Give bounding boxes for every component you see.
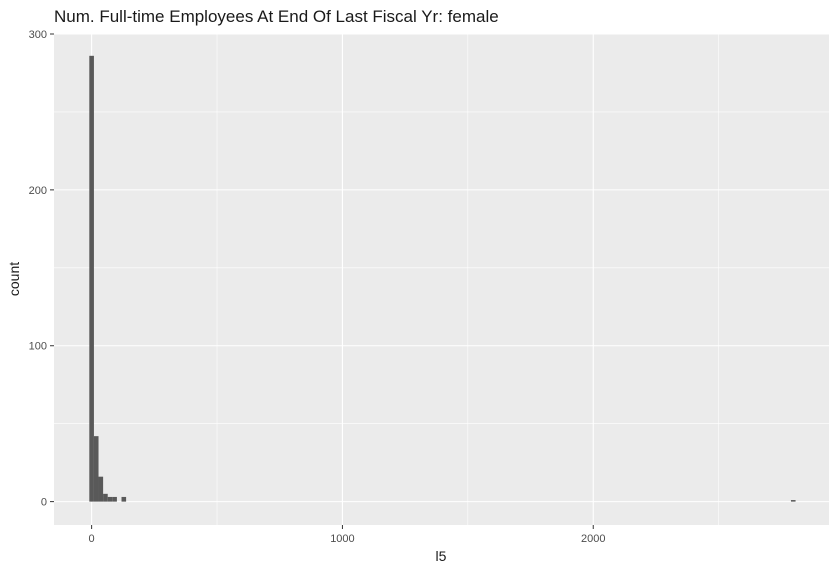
x-tick-label: 1000 [330,533,354,545]
histogram-bar [107,496,113,502]
x-axis-ticks: 0 1000 2000 [89,525,605,545]
histogram-bar [112,496,117,502]
x-tick-label: 2000 [581,533,605,545]
y-axis-title: count [6,262,22,296]
histogram-bar [89,55,94,502]
x-axis-title: l5 [436,548,447,564]
histogram-bars [89,55,796,502]
chart-title: Num. Full-time Employees At End Of Last … [54,7,499,26]
histogram-bar [93,436,99,502]
histogram-bar [121,496,127,502]
grid-minor [54,34,829,525]
histogram-bar [98,476,104,502]
x-tick-label: 0 [89,533,95,545]
y-tick-label: 300 [29,29,47,41]
histogram-bar [103,493,108,502]
y-tick-label: 200 [29,185,47,197]
histogram-bar [790,500,796,502]
y-axis-ticks: 0 100 200 300 [29,29,54,509]
plot-panel [54,34,829,525]
y-tick-label: 0 [41,497,47,509]
y-tick-label: 100 [29,341,47,353]
